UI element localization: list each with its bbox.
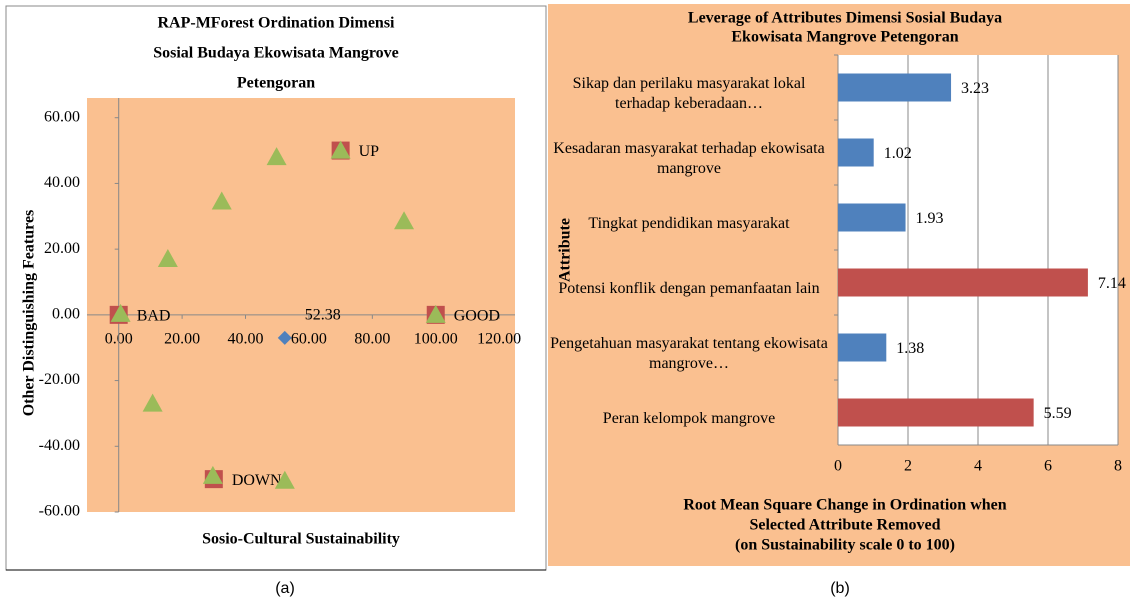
chart-title: Sosial Budaya Ekowisata Mangrove: [153, 45, 399, 62]
y-tick-label: -40.00: [39, 437, 80, 454]
point-label: 52.38: [305, 307, 341, 324]
category-label: Tingkat pendidikan masyarakat: [588, 214, 790, 232]
category-label: Potensi konflik dengan pemanfaatan lain: [558, 279, 820, 297]
point: [330, 140, 351, 159]
x-tick-label: 80.00: [354, 331, 390, 348]
category-label: Pengetahuan masyarakat tentang ekowisata…: [550, 334, 828, 372]
plot-area-a: [87, 98, 515, 512]
point: [394, 211, 415, 230]
x-tick-label: 2: [904, 458, 912, 475]
y-axis-label: Attribute: [557, 218, 574, 282]
x-tick-label: 8: [1114, 458, 1122, 475]
value-label: 5.59: [1044, 405, 1072, 422]
x-axis-label: Root Mean Square Change in Ordination wh…: [683, 497, 1006, 514]
point: [266, 147, 287, 166]
bar: [838, 203, 906, 232]
point: [425, 304, 446, 323]
x-tick-label: 60.00: [291, 331, 327, 348]
bar: [838, 138, 874, 167]
point: [202, 465, 223, 484]
caption: (b): [830, 580, 850, 597]
value-label: 3.23: [961, 80, 989, 97]
y-tick-label: -20.00: [39, 371, 80, 388]
category-label: Sikap dan perilaku masyarakat lokal terh…: [572, 74, 806, 112]
point: [110, 303, 131, 322]
point-label: BAD: [137, 308, 171, 325]
value-label: 1.38: [896, 340, 924, 357]
y-axis-label: Other Distinguishing Features: [21, 210, 38, 417]
chart-title: Ekowisata Mangrove Petengoran: [731, 29, 958, 46]
x-axis-label: Selected Attribute Removed: [749, 517, 940, 534]
bar: [838, 398, 1034, 427]
x-axis-label: (on Sustainability scale 0 to 100): [735, 537, 955, 554]
category-label: Kesadaran masyarakat terhadap ekowisata …: [553, 139, 825, 177]
x-tick-label: 20.00: [164, 331, 200, 348]
x-tick-label: 120.00: [477, 331, 521, 348]
value-label: 7.14: [1098, 275, 1126, 292]
point: [277, 330, 292, 345]
x-tick-label: 0: [834, 458, 842, 475]
x-tick-label: 100.00: [414, 331, 458, 348]
value-label: 1.93: [916, 210, 944, 227]
x-axis-label: Sosio-Cultural Sustainability: [202, 531, 400, 548]
point: [142, 393, 163, 412]
point: [274, 470, 295, 489]
y-tick-label: 60.00: [44, 108, 80, 125]
chart-title: RAP-MForest Ordination Dimensi: [157, 15, 395, 32]
caption: (a): [275, 580, 295, 597]
chart-title: Leverage of Attributes Dimensi Sosial Bu…: [688, 10, 1002, 27]
y-tick-label: -60.00: [39, 503, 80, 520]
y-tick-label: 20.00: [44, 240, 80, 257]
category-label: Peran kelompok mangrove: [602, 409, 776, 427]
point-label: DOWN: [232, 472, 282, 489]
x-tick-label: 6: [1044, 458, 1052, 475]
bar: [838, 268, 1088, 297]
x-tick-label: 4: [974, 458, 982, 475]
x-tick-label: 40.00: [228, 331, 264, 348]
y-tick-label: 40.00: [44, 174, 80, 191]
bar: [838, 333, 887, 362]
point-label: GOOD: [454, 308, 500, 325]
chart-title: Petengoran: [237, 75, 315, 92]
point: [157, 249, 178, 267]
y-tick-label: 0.00: [52, 306, 80, 323]
point: [211, 191, 232, 210]
point-label: UP: [359, 143, 380, 160]
value-label: 1.02: [884, 145, 912, 162]
bar: [838, 73, 952, 102]
